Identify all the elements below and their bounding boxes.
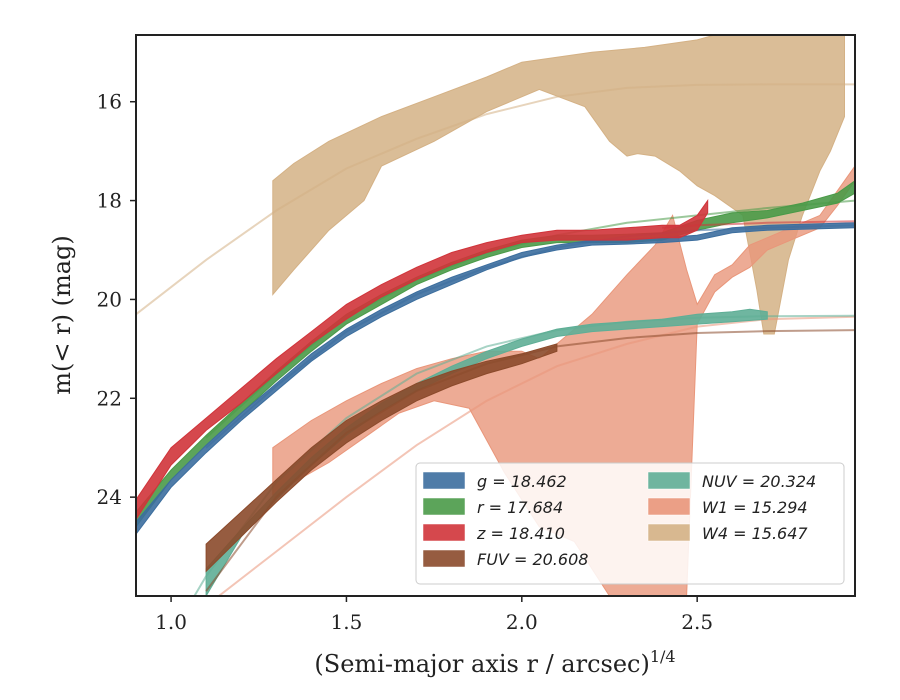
series-w4	[136, 35, 855, 335]
y-axis-label: m(< r) (mag)	[48, 235, 76, 394]
legend-swatch-fuv	[422, 549, 466, 568]
legend-label-g: g = 18.462	[477, 472, 567, 491]
y-tick-label: 20	[97, 287, 122, 311]
y-tick-label: 22	[97, 386, 122, 410]
y-tick-label: 16	[97, 90, 122, 114]
y-tick-label: 18	[97, 189, 122, 213]
legend-label-r: r = 17.684	[477, 498, 563, 517]
band-w4	[272, 35, 855, 335]
legend-swatch-z	[422, 523, 466, 542]
series-layer	[136, 35, 855, 596]
series-z	[136, 199, 855, 521]
series-g	[136, 222, 855, 536]
legend-swatch-w4	[647, 523, 691, 542]
band-fuv	[205, 343, 558, 573]
model-line-w1	[217, 315, 855, 596]
legend-swatch-nuv	[647, 471, 691, 490]
model-line-g	[205, 224, 855, 449]
x-tick-label: 2.0	[506, 610, 538, 634]
x-tick-label: 1.5	[331, 610, 363, 634]
plot-frame	[135, 34, 856, 597]
model-line-fuv	[205, 329, 855, 592]
band-z	[136, 199, 709, 521]
x-tick-label: 1.0	[155, 610, 187, 634]
model-line-r	[205, 199, 855, 439]
ticks-layer: 1.0 1.5 2.0 2.5 16 18 20 22 24	[97, 90, 714, 634]
legend-swatch-r	[422, 497, 466, 516]
legend: g = 18.462 r = 17.684 z = 18.410 FUV = 20.6…	[415, 462, 845, 585]
band-g	[136, 222, 855, 536]
legend-frame	[415, 462, 845, 585]
legend-label-fuv: FUV = 20.608	[477, 550, 588, 569]
legend-label-w1: W1 = 15.294	[702, 498, 808, 517]
legend-label-z: z = 18.410	[476, 524, 565, 543]
x-tick-label: 2.5	[681, 610, 713, 634]
legend-label-w4: W4 = 15.647	[702, 524, 808, 543]
model-line-z	[662, 220, 855, 229]
legend-swatch-g	[422, 471, 466, 490]
series-fuv	[205, 329, 855, 592]
model-line-w4	[136, 83, 855, 316]
x-axis-label: (Semi-major axis r / arcsec)1/4	[314, 647, 675, 678]
y-tick-label: 24	[97, 485, 122, 509]
legend-swatch-w1	[647, 497, 691, 516]
legend-label-nuv: NUV = 20.324	[702, 472, 816, 491]
